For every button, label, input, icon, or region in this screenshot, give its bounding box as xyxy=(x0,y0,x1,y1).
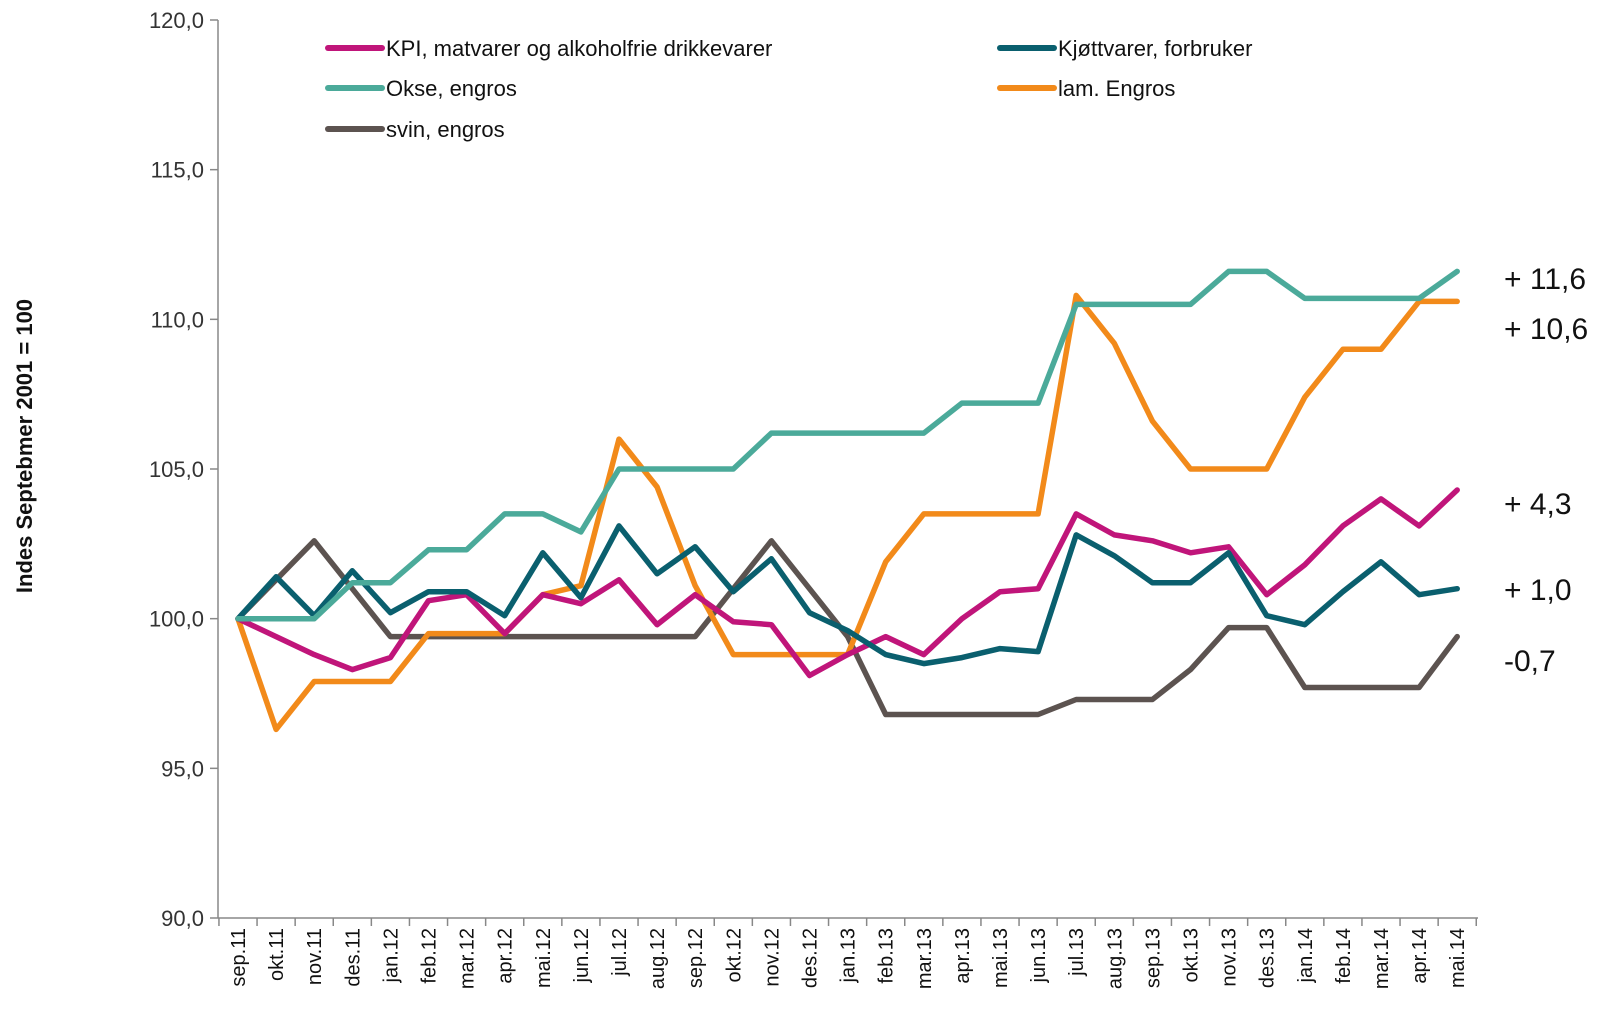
x-tick-label: aug.12 xyxy=(647,928,669,989)
x-tick-label: mar.14 xyxy=(1371,928,1393,989)
annotation-label: + 1,0 xyxy=(1504,574,1572,607)
series-line xyxy=(235,523,1460,667)
x-tick-label: jun.13 xyxy=(1028,928,1050,984)
x-tick-label: mai.14 xyxy=(1447,928,1469,988)
x-tick-label: sep.12 xyxy=(685,928,707,988)
y-axis-ticks: 90,0 95,0 100,0 105,0 110,0 115,0 120,0 xyxy=(149,8,218,931)
legend-label: KPI, matvarer og alkoholfrie drikkevarer xyxy=(386,36,772,61)
annotation-label: + 10,6 xyxy=(1504,313,1588,346)
x-tick-label: mai.13 xyxy=(990,928,1012,988)
x-tick-label: apr.12 xyxy=(495,928,517,984)
x-tick-label: okt.11 xyxy=(266,928,288,981)
x-axis-ticks: sep.11 okt.11 nov.11 des.11 jan.12 feb.12 mar.… xyxy=(218,918,1477,989)
y-tick-label: 90,0 xyxy=(161,906,204,931)
x-tick-label: jun.12 xyxy=(571,928,593,984)
y-tick-label: 110,0 xyxy=(151,307,204,332)
end-value-annotations: + 11,6 + 10,6 + 4,3 + 1,0 -0,7 xyxy=(1504,263,1588,678)
y-axis-label: Indes Septebmer 2001 = 100 xyxy=(12,299,37,593)
x-tick-label: jan.12 xyxy=(380,928,402,984)
x-tick-label: apr.13 xyxy=(952,928,974,984)
y-tick-label: 100,0 xyxy=(149,607,204,632)
x-tick-label: mar.13 xyxy=(914,928,936,989)
legend-label: lam. Engros xyxy=(1058,76,1175,101)
x-tick-label: apr.14 xyxy=(1409,928,1431,984)
x-tick-label: des.12 xyxy=(800,928,822,988)
x-tick-label: jan.13 xyxy=(838,928,860,984)
x-tick-label: okt.12 xyxy=(723,928,745,982)
y-tick-label: 95,0 xyxy=(161,756,204,781)
series-line xyxy=(235,292,1460,733)
x-tick-label: jan.14 xyxy=(1295,928,1317,984)
y-tick-label: 105,0 xyxy=(149,457,204,482)
x-tick-label: nov.12 xyxy=(761,928,783,987)
x-tick-label: des.13 xyxy=(1257,928,1279,988)
x-tick-label: des.11 xyxy=(342,928,364,987)
x-tick-label: mar.12 xyxy=(457,928,479,989)
x-tick-label: jul.12 xyxy=(609,928,631,977)
x-tick-label: sep.13 xyxy=(1142,928,1164,988)
legend-label: Okse, engros xyxy=(386,76,517,101)
x-tick-label: okt.13 xyxy=(1181,928,1203,982)
legend-label: Kjøttvarer, forbruker xyxy=(1058,36,1252,61)
y-tick-label: 120,0 xyxy=(149,8,204,33)
y-tick-label: 115,0 xyxy=(151,158,204,183)
x-tick-label: mai.12 xyxy=(533,928,555,988)
annotation-label: -0,7 xyxy=(1504,645,1556,678)
x-tick-label: nov.13 xyxy=(1219,928,1241,987)
series-line xyxy=(235,487,1460,679)
series-lines xyxy=(235,268,1460,733)
legend: KPI, matvarer og alkoholfrie drikkevarer… xyxy=(325,36,1252,142)
x-tick-label: sep.11 xyxy=(228,928,250,987)
x-tick-label: aug.13 xyxy=(1104,928,1126,989)
x-tick-label: nov.11 xyxy=(304,928,326,985)
annotation-label: + 11,6 xyxy=(1504,263,1586,296)
annotation-label: + 4,3 xyxy=(1504,488,1572,521)
series-line xyxy=(235,268,1460,622)
legend-label: svin, engros xyxy=(386,117,505,142)
x-tick-label: feb.13 xyxy=(876,928,898,984)
x-tick-label: jul.13 xyxy=(1066,928,1088,977)
series-line xyxy=(235,538,1460,718)
x-tick-label: feb.14 xyxy=(1333,928,1355,984)
x-tick-label: feb.12 xyxy=(419,928,441,984)
